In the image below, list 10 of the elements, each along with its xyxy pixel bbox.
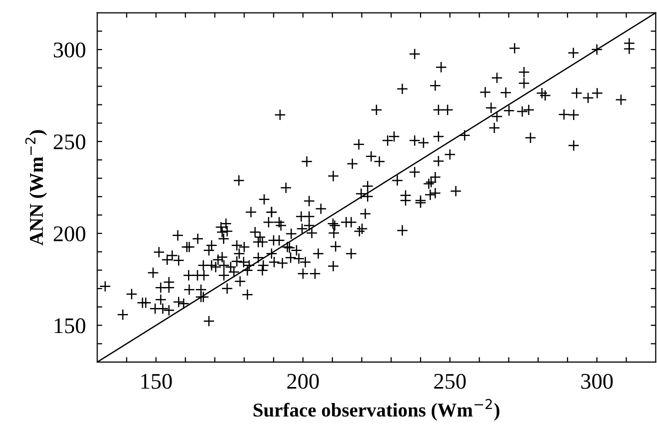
y-tick-label: 150 xyxy=(54,318,86,334)
y-tick-label: 250 xyxy=(54,134,86,150)
x-tick-label: 200 xyxy=(287,374,319,389)
x-tick-label: 150 xyxy=(141,374,172,389)
y-axis-title: ANN (Wm$^{−2}$) xyxy=(25,130,47,246)
x-tick-label: 250 xyxy=(434,374,466,389)
y-tick-label: 300 xyxy=(54,42,86,58)
x-axis-title: Surface observations (Wm$^{−2}$) xyxy=(254,398,500,421)
x-tick-label: 300 xyxy=(581,374,613,389)
y-tick-label: 200 xyxy=(54,226,86,242)
